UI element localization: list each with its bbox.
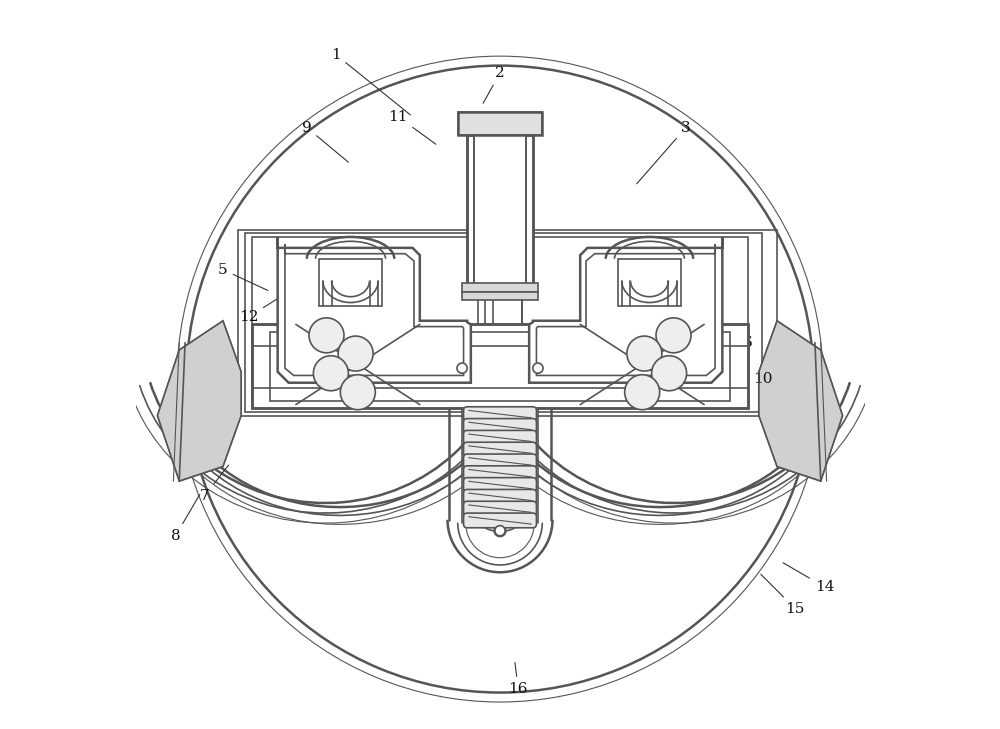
Circle shape [457,363,467,373]
Polygon shape [285,244,464,375]
Circle shape [340,375,375,410]
Text: 14: 14 [783,563,834,594]
Text: 3: 3 [637,120,691,184]
Bar [467,135,533,284]
FancyBboxPatch shape [464,407,536,421]
Bar [522,233,762,412]
FancyBboxPatch shape [464,454,536,469]
Bar [474,135,526,284]
Bar [252,324,748,408]
FancyBboxPatch shape [464,443,536,457]
FancyBboxPatch shape [464,418,536,433]
Text: 16: 16 [508,663,528,696]
Polygon shape [278,237,471,383]
Bar [245,233,485,412]
FancyBboxPatch shape [464,466,536,480]
Text: 7: 7 [200,465,229,503]
Circle shape [656,318,691,353]
Bar [522,237,748,408]
Circle shape [627,336,662,371]
Text: 9: 9 [302,120,348,163]
Text: 10: 10 [729,372,772,387]
Bar [270,332,730,401]
Bar [252,237,478,408]
Polygon shape [157,321,241,481]
Text: 12: 12 [239,293,286,324]
Circle shape [338,336,373,371]
Text: 1: 1 [331,47,410,115]
Bar [618,259,681,306]
Circle shape [652,356,687,391]
Text: 6: 6 [717,335,753,364]
Text: 11: 11 [388,109,436,144]
Bar [319,259,382,306]
FancyBboxPatch shape [464,489,536,504]
Bar [458,112,542,135]
Polygon shape [536,244,715,375]
Bar [462,292,538,300]
Text: 8: 8 [171,494,200,543]
FancyBboxPatch shape [464,477,536,492]
Bar [462,283,538,292]
Circle shape [494,525,506,537]
Polygon shape [759,321,843,481]
Circle shape [313,356,348,391]
FancyBboxPatch shape [464,430,536,445]
Text: 15: 15 [761,574,805,616]
Circle shape [495,526,505,536]
Circle shape [625,375,660,410]
Text: 2: 2 [483,66,505,104]
Bar [252,324,748,408]
Polygon shape [529,237,722,383]
Bar [522,230,777,416]
Circle shape [309,318,344,353]
Bar [465,408,535,526]
FancyBboxPatch shape [464,502,536,516]
Bar [238,230,493,416]
Circle shape [533,363,543,373]
Text: 5: 5 [218,262,268,290]
FancyBboxPatch shape [464,513,536,528]
Bar [458,112,542,135]
